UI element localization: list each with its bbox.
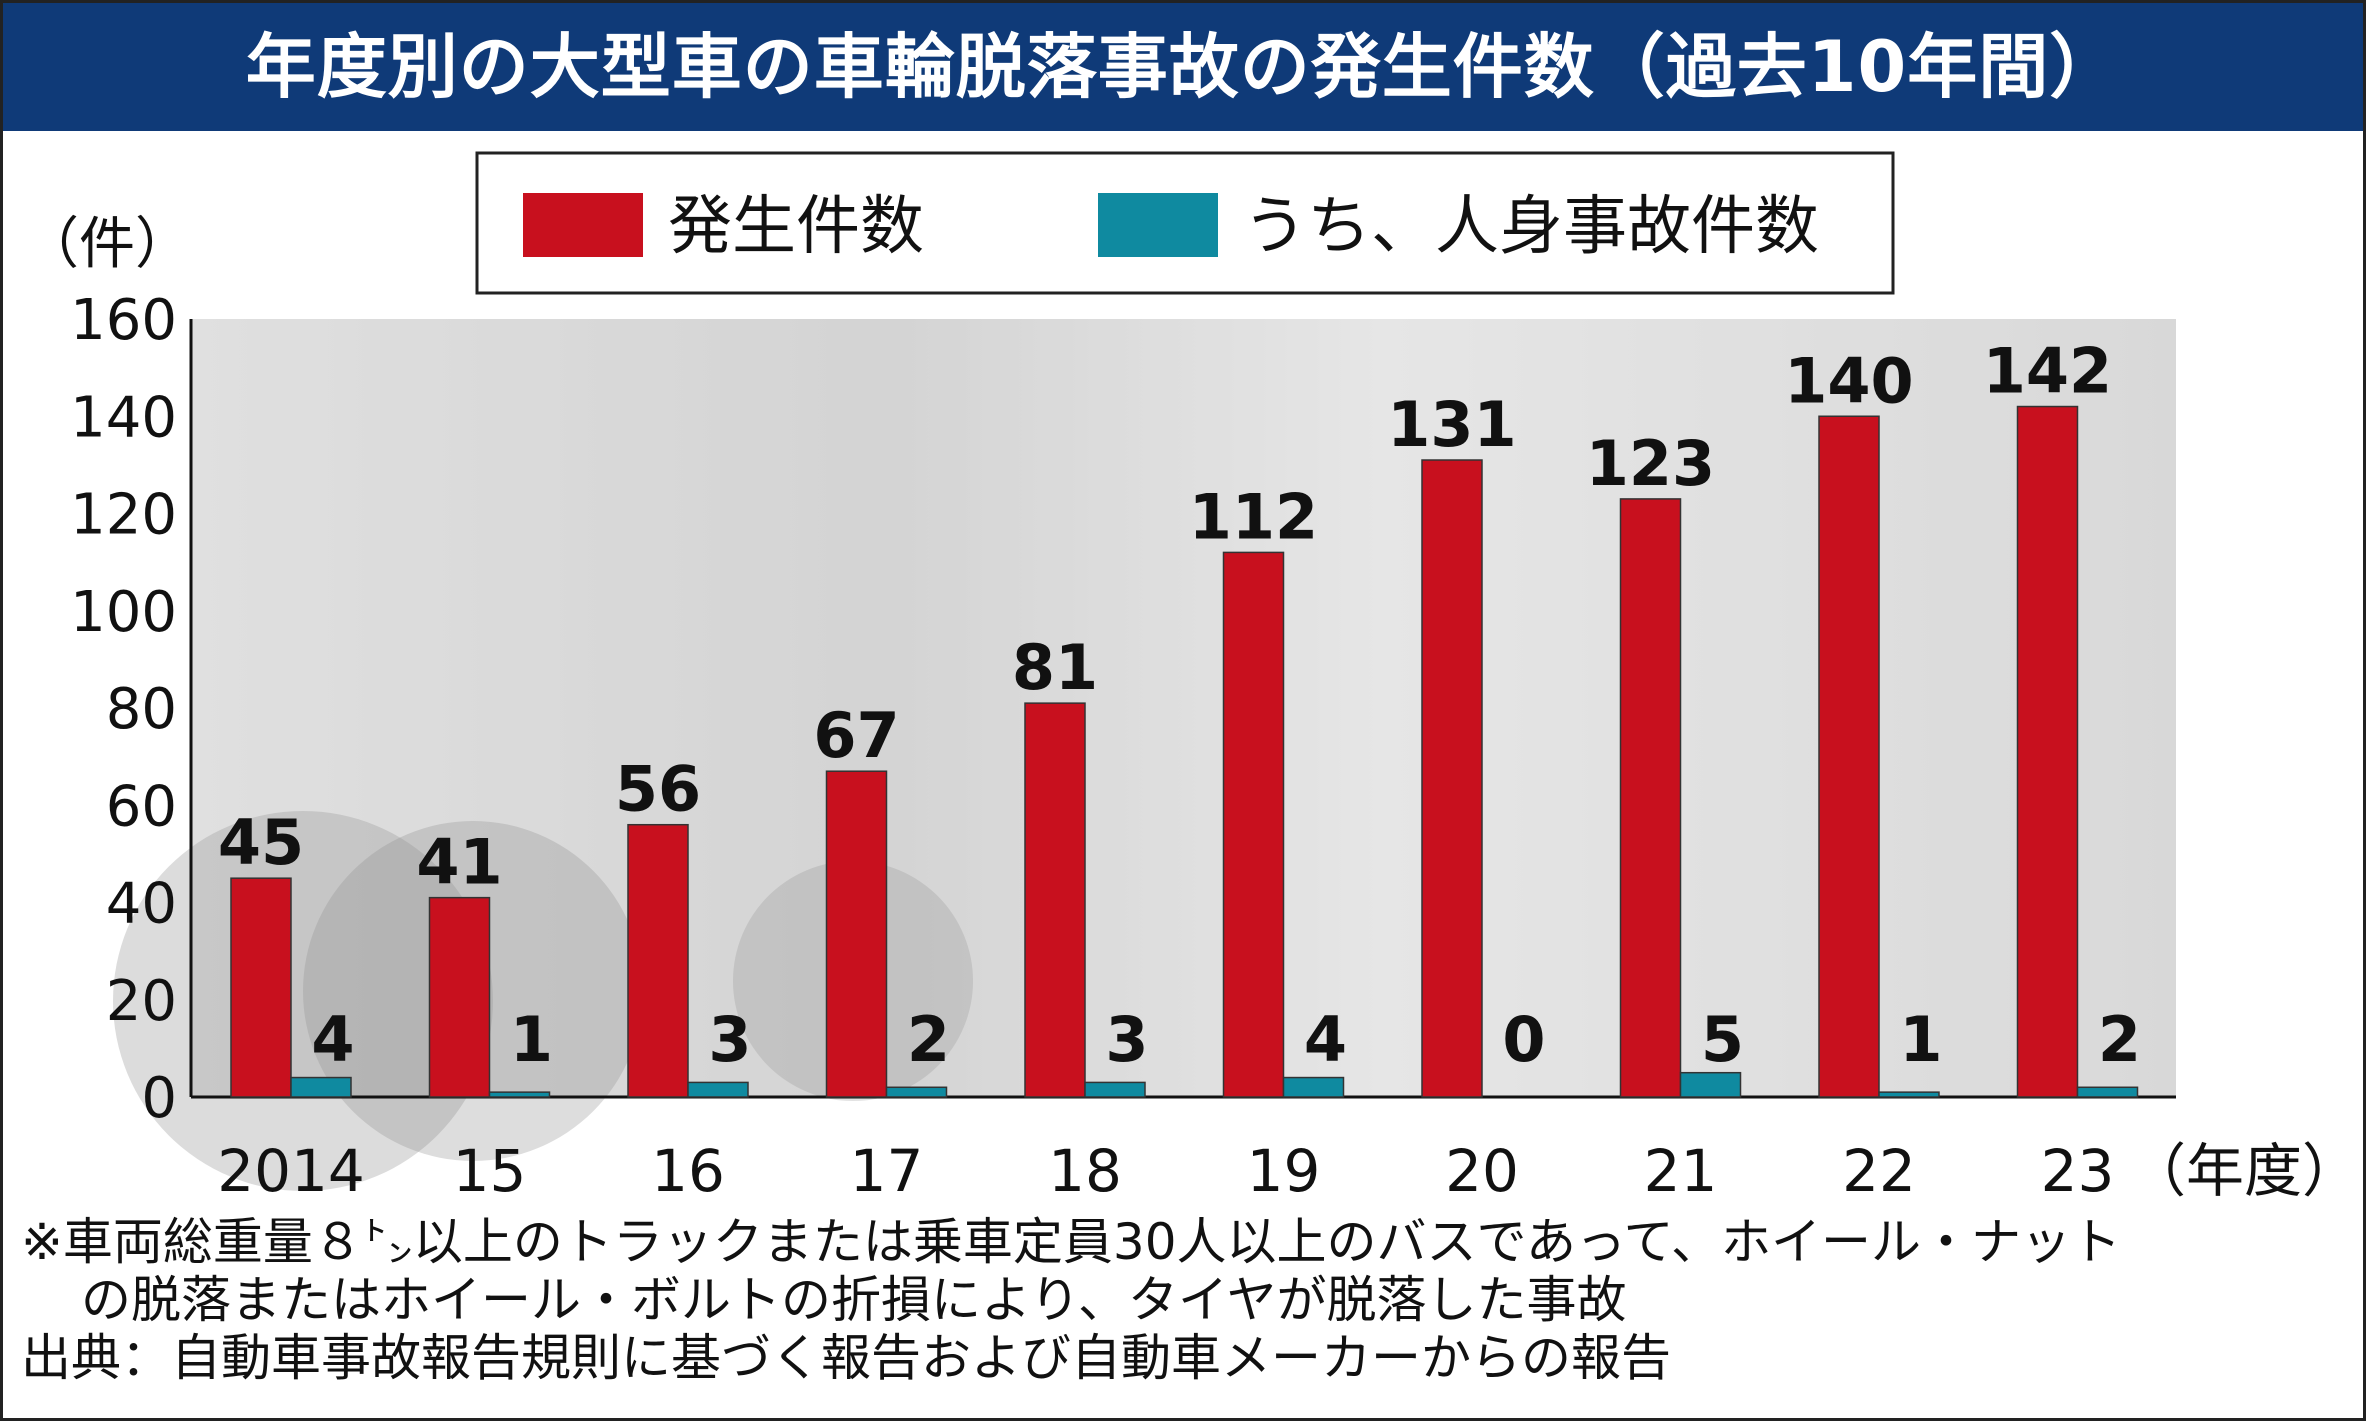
bar-injury (1878, 1091, 1940, 1098)
footnotes: ※車両総重量８㌧以上のトラックまたは乗車定員30人以上のバスであって、ホイール・… (21, 1213, 2351, 1387)
data-label-injury: 4 (311, 1003, 354, 1076)
data-label-injury: 1 (1899, 1003, 1942, 1076)
y-tick-label: 80 (106, 677, 177, 742)
bar-occurrences (1421, 459, 1483, 1098)
legend-swatch-injury (1098, 193, 1218, 257)
y-axis-unit: （件） (23, 212, 191, 277)
bar-occurrences (1222, 551, 1285, 1098)
y-tick-label: 160 (70, 288, 177, 353)
bar-occurrences (1818, 415, 1880, 1098)
data-label-occurrences: 45 (218, 806, 304, 879)
bar-occurrences (230, 877, 292, 1098)
data-label-occurrences: 123 (1586, 427, 1715, 500)
y-tick-label: 20 (106, 969, 177, 1034)
x-tick-label: 17 (850, 1137, 924, 1205)
legend: 発生件数 うち、人身事故件数 (475, 151, 1895, 295)
x-tick-label: 2014 (217, 1137, 365, 1205)
bar-occurrences (627, 823, 689, 1098)
x-tick-label: 16 (651, 1137, 725, 1205)
data-label-occurrences: 112 (1189, 480, 1318, 553)
data-label-injury: 2 (907, 1003, 950, 1076)
x-axis-ticks: 2014 15 16 17 18 19 20 21 22 23 (217, 1137, 2114, 1205)
bar-injury (1282, 1076, 1345, 1098)
bar-occurrences (1024, 702, 1086, 1098)
data-label-injury: 2 (2098, 1003, 2141, 1076)
bar-occurrences (2016, 405, 2079, 1098)
data-label-occurrences: 142 (1983, 335, 2112, 408)
data-label-occurrences: 41 (416, 826, 502, 899)
data-label-injury: 1 (510, 1003, 553, 1076)
x-tick-label: 19 (1247, 1137, 1321, 1205)
legend-label-occurrences: 発生件数 (668, 190, 924, 264)
y-tick-label: 40 (106, 872, 177, 937)
bar-injury (1084, 1081, 1146, 1098)
x-tick-label: 18 (1048, 1137, 1122, 1205)
x-tick-label: 23 (2041, 1137, 2115, 1205)
x-axis-unit: （年度） (2128, 1137, 2360, 1205)
chart-title: 年度別の大型車の車輪脱落事故の発生件数（過去10年間） (245, 26, 2121, 108)
bar-injury (1679, 1071, 1742, 1098)
data-label-occurrences: 56 (615, 753, 701, 826)
bar-injury (290, 1076, 352, 1098)
bar-injury (687, 1081, 749, 1098)
footnote-definition: ※車両総重量８㌧以上のトラックまたは乗車定員30人以上のバスであって、ホイール・… (21, 1213, 2122, 1271)
data-label-occurrences: 67 (813, 699, 899, 772)
bars: 45 4 41 1 56 3 67 2 81 3 112 4 131 0 123 5 140 1 142 2 (218, 335, 2141, 1098)
x-tick-label: 20 (1445, 1137, 1519, 1205)
data-label-injury: 3 (1105, 1003, 1148, 1076)
bar-occurrences (825, 770, 888, 1098)
x-tick-label: 15 (453, 1137, 527, 1205)
data-label-injury: 0 (1502, 1003, 1545, 1076)
legend-swatch-occurrences (523, 193, 643, 257)
bar-occurrences (1619, 498, 1682, 1098)
bar-occurrences (428, 896, 491, 1098)
data-label-injury: 5 (1701, 1003, 1744, 1076)
title-bar: 年度別の大型車の車輪脱落事故の発生件数（過去10年間） (3, 3, 2363, 131)
footnote-source: 出典：自動車事故報告規則に基づく報告および自動車メーカーからの報告 (21, 1329, 1671, 1387)
data-label-injury: 3 (708, 1003, 751, 1076)
y-tick-label: 60 (106, 774, 177, 839)
bar-injury (488, 1091, 551, 1098)
x-tick-label: 22 (1842, 1137, 1916, 1205)
y-axis-ticks: 0 20 40 60 80 100 120 140 160 (70, 288, 177, 1131)
y-tick-label: 140 (70, 385, 177, 450)
data-label-occurrences: 81 (1012, 631, 1098, 704)
data-label-occurrences: 140 (1784, 344, 1913, 417)
legend-label-injury: うち、人身事故件数 (1243, 190, 1819, 264)
data-label-occurrences: 131 (1387, 388, 1516, 461)
bar-injury (2076, 1086, 2139, 1098)
data-label-injury: 4 (1304, 1003, 1347, 1076)
y-tick-label: 100 (70, 580, 177, 645)
bar-chart: 発生件数 うち、人身事故件数 （件） 020406080100120140160… (23, 151, 2360, 1205)
bar-injury (885, 1086, 948, 1098)
y-tick-label: 0 (141, 1066, 177, 1131)
y-tick-label: 120 (70, 483, 177, 548)
footnote-definition-cont: の脱落またはホイール・ボルトの折損により、タイヤが脱落した事故 (81, 1271, 1627, 1329)
x-tick-label: 21 (1644, 1137, 1718, 1205)
